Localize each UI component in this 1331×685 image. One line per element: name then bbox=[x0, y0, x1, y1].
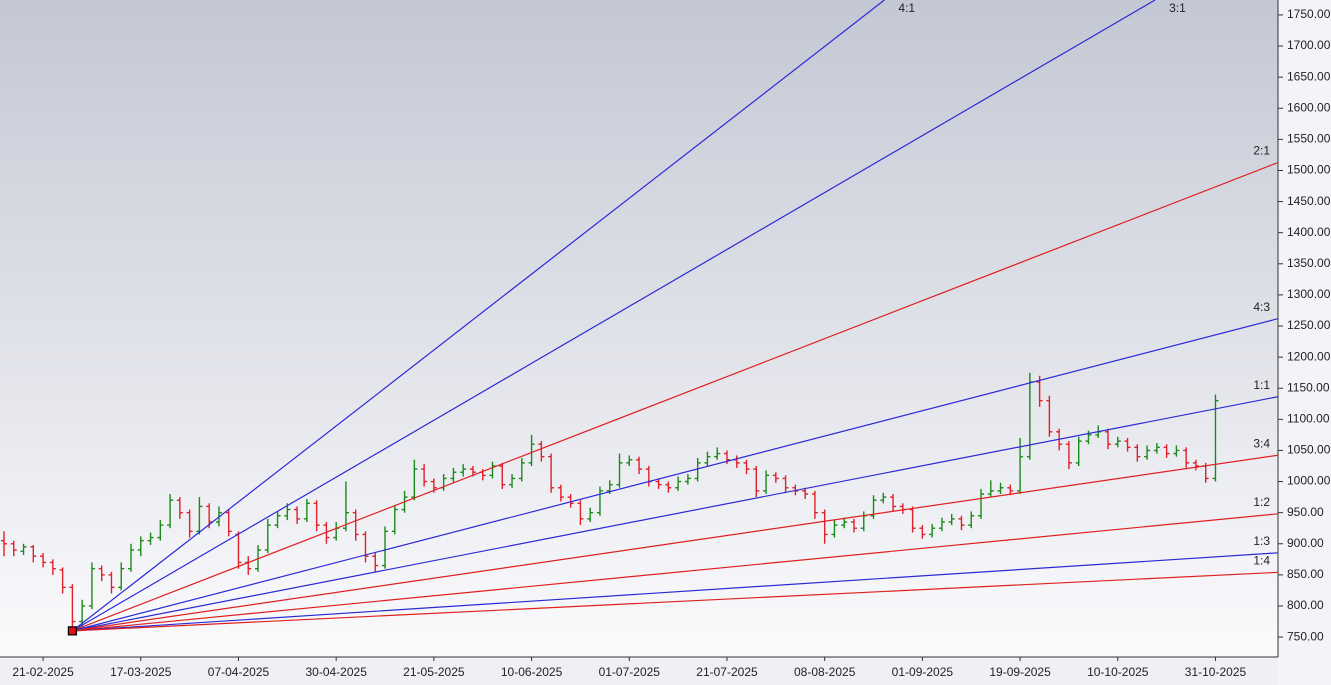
y-tick-label: 950.00 bbox=[1287, 505, 1324, 519]
x-tick-label: 31-10-2025 bbox=[1185, 665, 1247, 679]
y-tick-label: 850.00 bbox=[1287, 567, 1324, 581]
y-tick-label: 1400.00 bbox=[1287, 225, 1331, 239]
plot-background bbox=[0, 0, 1278, 657]
x-tick-label: 19-09-2025 bbox=[989, 665, 1051, 679]
x-tick-label: 21-07-2025 bbox=[696, 665, 758, 679]
gann-label: 2:1 bbox=[1253, 144, 1270, 158]
y-tick-label: 1250.00 bbox=[1287, 318, 1331, 332]
y-tick-label: 1100.00 bbox=[1287, 412, 1330, 426]
x-tick-label: 01-09-2025 bbox=[892, 665, 954, 679]
y-tick-label: 1450.00 bbox=[1287, 194, 1331, 208]
y-tick-label: 1300.00 bbox=[1287, 287, 1331, 301]
x-tick-label: 07-04-2025 bbox=[208, 665, 270, 679]
x-tick-label: 17-03-2025 bbox=[110, 665, 172, 679]
plot bbox=[1, 0, 1278, 633]
y-tick-label: 900.00 bbox=[1287, 536, 1324, 550]
gann-line bbox=[72, 318, 1278, 632]
y-tick-label: 1050.00 bbox=[1287, 443, 1331, 457]
gann-line bbox=[72, 454, 1278, 632]
gann-line bbox=[72, 513, 1278, 632]
x-tick-label: 01-07-2025 bbox=[599, 665, 661, 679]
y-tick-label: 1000.00 bbox=[1287, 474, 1331, 488]
x-tick-label: 30-04-2025 bbox=[305, 665, 367, 679]
x-tick-label: 21-05-2025 bbox=[403, 665, 465, 679]
y-tick-label: 800.00 bbox=[1287, 598, 1324, 612]
y-tick-label: 1200.00 bbox=[1287, 349, 1331, 363]
y-tick-label: 1150.00 bbox=[1287, 380, 1330, 394]
gann-label: 1:2 bbox=[1253, 495, 1270, 509]
x-axis-panel bbox=[0, 657, 1278, 685]
gann-origin bbox=[67, 626, 77, 636]
gann-line bbox=[72, 0, 885, 632]
gann-line bbox=[72, 0, 1156, 632]
gann-label: 3:4 bbox=[1253, 436, 1270, 450]
gann-line bbox=[72, 552, 1278, 632]
y-tick-label: 1550.00 bbox=[1287, 132, 1331, 146]
gann-label: 1:1 bbox=[1253, 378, 1270, 392]
gann-label: 1:3 bbox=[1253, 534, 1270, 548]
x-tick-label: 08-08-2025 bbox=[794, 665, 856, 679]
y-axis-panel bbox=[1278, 0, 1331, 685]
gann-label: 4:1 bbox=[898, 1, 915, 15]
y-tick-label: 750.00 bbox=[1287, 629, 1324, 643]
gann-line bbox=[72, 396, 1278, 632]
y-tick-label: 1750.00 bbox=[1287, 7, 1331, 21]
gann-label: 4:3 bbox=[1253, 300, 1270, 314]
x-tick-label: 10-06-2025 bbox=[501, 665, 563, 679]
x-tick-label: 10-10-2025 bbox=[1087, 665, 1149, 679]
gann-label: 3:1 bbox=[1169, 1, 1186, 15]
y-tick-label: 1700.00 bbox=[1287, 38, 1331, 52]
y-tick-label: 1600.00 bbox=[1287, 100, 1331, 114]
gann-line bbox=[72, 161, 1278, 632]
x-tick-label: 21-02-2025 bbox=[12, 665, 74, 679]
y-tick-label: 1500.00 bbox=[1287, 163, 1331, 177]
y-tick-label: 1350.00 bbox=[1287, 256, 1331, 270]
y-tick-label: 1650.00 bbox=[1287, 69, 1331, 83]
gann-label: 1:4 bbox=[1253, 554, 1270, 568]
gann-line bbox=[72, 571, 1278, 632]
